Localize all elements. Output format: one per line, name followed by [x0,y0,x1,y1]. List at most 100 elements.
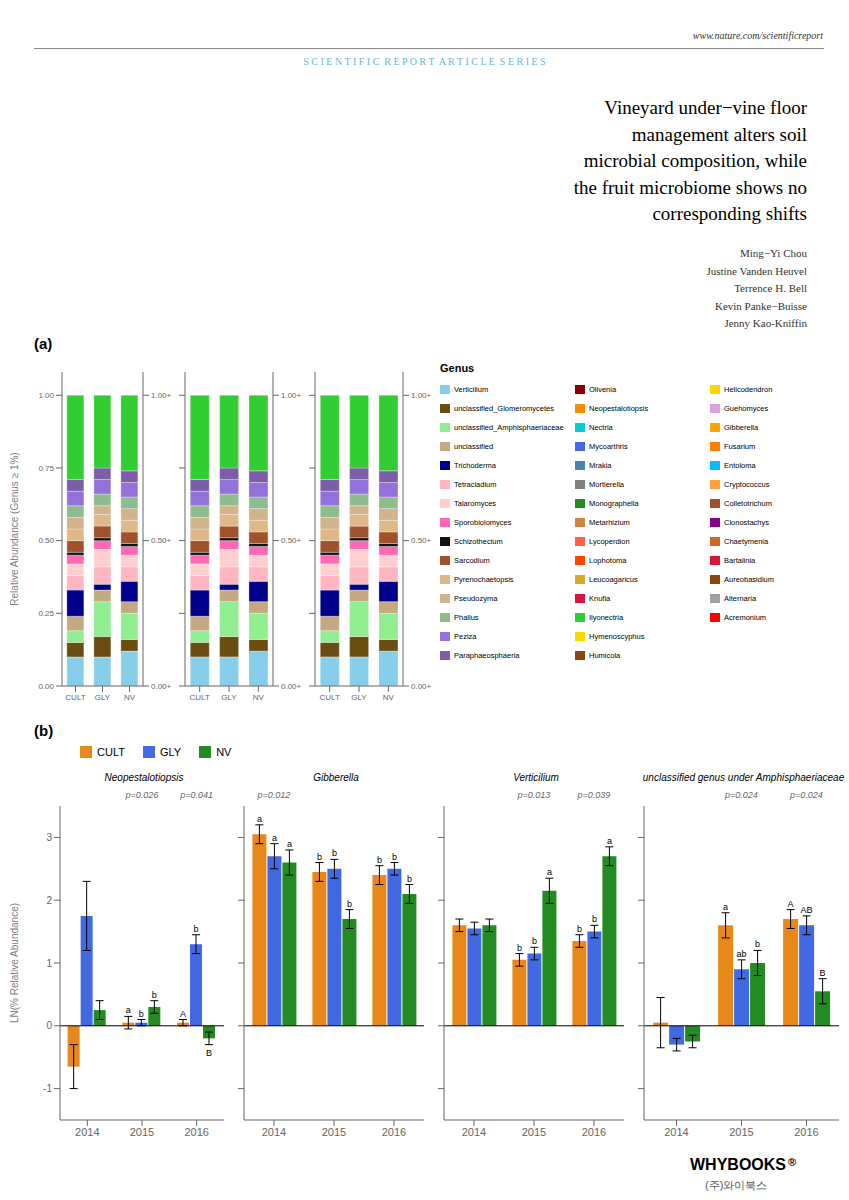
svg-text:GLY: GLY [351,693,367,702]
svg-text:b: b [392,852,397,862]
html-text:S C I E N T I F I C R E P O R: S C I E N T I F I C R E P O R T A R T I … [303,56,546,67]
svg-text:1.00+: 1.00+ [411,391,432,400]
svg-text:p=0.026: p=0.026 [125,790,159,800]
svg-text:B: B [820,968,826,978]
svg-text:b: b [592,914,597,924]
svg-text:2015: 2015 [729,1126,753,1138]
svg-text:2014: 2014 [262,1126,286,1138]
svg-text:1.00+: 1.00+ [281,391,302,400]
svg-text:NV: NV [253,693,265,702]
svg-text:b: b [377,855,382,865]
svg-text:CULT: CULT [320,693,340,702]
html-text:Jenny Kao-Kniffin: Jenny Kao-Kniffin [724,317,807,330]
html-text:CULT: CULT [97,746,125,758]
svg-text:0.50: 0.50 [38,536,54,545]
svg-text:NV: NV [383,693,395,702]
svg-text:0.00: 0.00 [38,682,54,691]
svg-text:b: b [532,936,537,946]
svg-text:2016: 2016 [184,1126,208,1138]
svg-text:0.50+: 0.50+ [151,536,172,545]
svg-text:b: b [317,852,322,862]
svg-text:0: 0 [46,1020,52,1031]
svg-text:b: b [152,990,157,1000]
svg-text:2015: 2015 [130,1126,154,1138]
html-text:Vineyard under−vine floor mana: Vineyard under−vine floor management alt… [573,97,807,225]
html-text:Kevin Panke−Buisse: Kevin Panke−Buisse [714,299,807,312]
svg-text:b: b [517,943,522,953]
svg-text:-1: -1 [43,1083,52,1094]
svg-text:p=0.012: p=0.012 [257,790,291,800]
svg-text:a: a [126,1005,131,1015]
svg-text:0.00+: 0.00+ [281,682,302,691]
svg-text:b: b [755,939,760,949]
html-text:unclassified_Amphisphaeriaceae: unclassified_Amphisphaeriaceae [454,423,564,432]
html-text:unclassified: unclassified [454,442,494,451]
svg-text:B: B [206,1048,212,1058]
svg-text:GLY: GLY [221,693,237,702]
html-text:(주)와이북스: (주)와이북스 [705,1179,768,1191]
svg-text:p=0.013: p=0.013 [517,790,551,800]
svg-text:b: b [577,924,582,934]
svg-text:ab: ab [737,949,747,959]
svg-text:a: a [257,814,262,824]
svg-text:b: b [332,848,337,858]
svg-text:1: 1 [46,958,52,969]
html-text:Genus: Genus [440,362,475,374]
html-text:Verticilium: Verticilium [513,772,559,783]
svg-text:2016: 2016 [794,1126,818,1138]
svg-text:0.00+: 0.00+ [151,682,172,691]
svg-text:1.00: 1.00 [38,391,54,400]
html-text:Justine Vanden Heuvel: Justine Vanden Heuvel [706,264,807,277]
svg-text:2014: 2014 [664,1126,688,1138]
html-text:Gibberella: Gibberella [313,772,359,783]
svg-text:a: a [723,902,728,912]
svg-text:AB: AB [801,905,813,915]
svg-text:p=0.041: p=0.041 [179,790,213,800]
svg-text:1.00+: 1.00+ [151,391,172,400]
svg-text:0.25: 0.25 [38,609,54,618]
svg-text:0.75: 0.75 [38,464,54,473]
svg-text:3: 3 [46,832,52,843]
svg-text:b: b [139,1009,144,1019]
svg-text:b: b [407,874,412,884]
html-text:WHYBOOKS®: WHYBOOKS® [690,1156,797,1173]
svg-text:2016: 2016 [582,1126,606,1138]
svg-text:CULT: CULT [65,693,85,702]
html-text:www.nature.com/scientificrepor: www.nature.com/scientificreport [692,30,823,41]
html-text:GLY: GLY [159,746,182,758]
svg-text:p=0.039: p=0.039 [577,790,611,800]
html-text:(b): (b) [34,722,54,739]
svg-text:2015: 2015 [522,1126,546,1138]
svg-text:a: a [607,836,612,846]
svg-text:2015: 2015 [322,1126,346,1138]
svg-text:b: b [347,899,352,909]
svg-text:2014: 2014 [462,1126,486,1138]
html-text:Ming−Yi Chou: Ming−Yi Chou [740,247,807,259]
svg-text:A: A [788,899,794,909]
svg-text:2: 2 [46,895,52,906]
html-text:unclassified genus under Amphi: unclassified genus under Amphisphaeriace… [642,772,845,783]
html-text:Neopestalotiopsis: Neopestalotiopsis [104,772,184,783]
svg-text:a: a [272,833,277,843]
svg-text:2014: 2014 [75,1126,99,1138]
svg-text:p=0.024: p=0.024 [724,790,758,800]
svg-text:NV: NV [124,693,136,702]
svg-text:a: a [547,867,552,877]
svg-text:LN(% Relative Abundance): LN(% Relative Abundance) [10,903,20,1023]
svg-text:GLY: GLY [95,693,111,702]
html-text:(a): (a) [34,335,53,352]
html-text:Terrence H. Bell: Terrence H. Bell [734,282,807,295]
html-text:unclassified_Glomeromycetes: unclassified_Glomeromycetes [454,404,554,413]
svg-text:Relative Abundance (Genus ≥ 1%: Relative Abundance (Genus ≥ 1%) [10,452,20,605]
svg-text:a: a [287,839,292,849]
svg-text:0.00+: 0.00+ [411,682,432,691]
html-text:NV: NV [216,746,232,758]
svg-text:b: b [193,924,198,934]
svg-text:p=0.024: p=0.024 [789,790,823,800]
svg-text:2016: 2016 [382,1126,406,1138]
svg-text:A: A [180,1009,186,1019]
svg-text:CULT: CULT [190,693,210,702]
svg-text:0.50+: 0.50+ [281,536,302,545]
html-text:Verticilium: Verticilium [454,385,489,394]
svg-text:0.50+: 0.50+ [411,536,432,545]
